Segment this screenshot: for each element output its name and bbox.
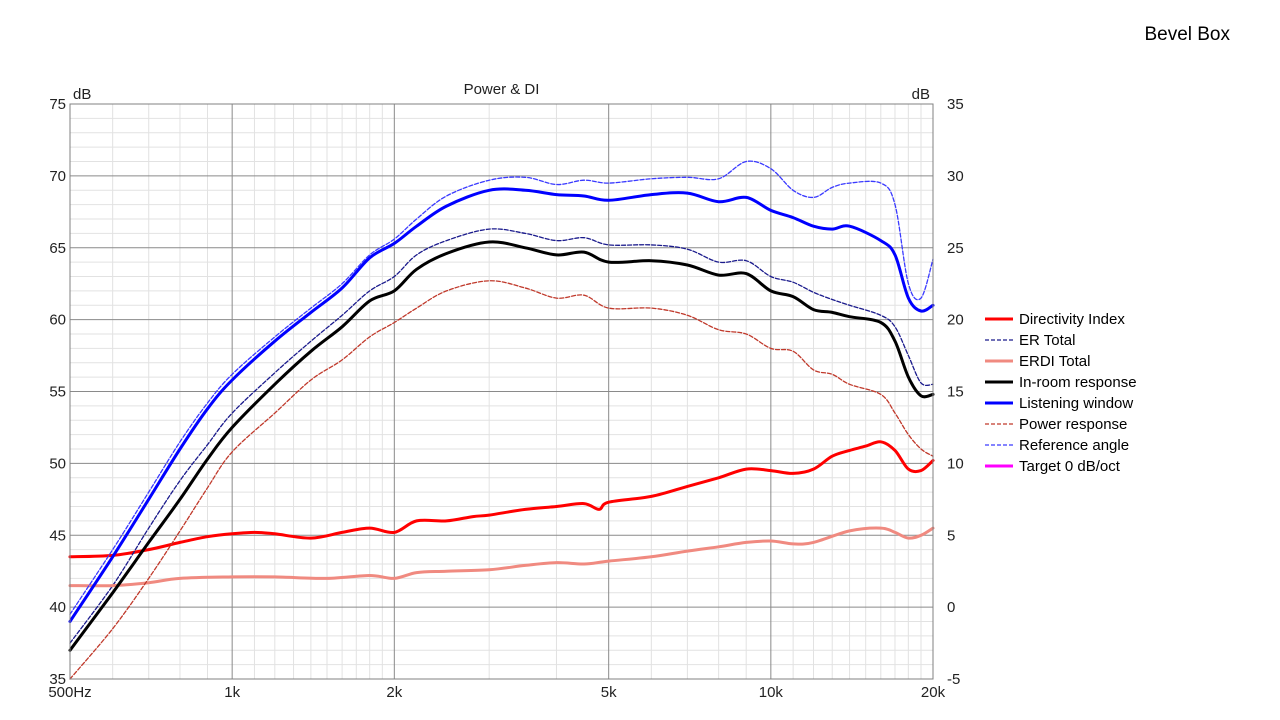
y-tick-label-right: 15 [947,384,964,401]
x-tick-label: 5k [601,684,617,701]
legend-label-reference-angle: Reference angle [1019,437,1129,454]
series-lines [68,160,935,680]
y-tick-label-right: 10 [947,455,964,472]
legend: Directivity Index ER Total ERDI Total In-ro… [985,311,1137,475]
y-tick-label-left: 35 [49,671,66,688]
y-tick-label-right: -5 [947,671,960,688]
legend-label-er-total: ER Total [1019,332,1075,349]
legend-label-directivity-index: Directivity Index [1019,311,1125,328]
x-tick-label: 20k [921,684,946,701]
y-tick-label-right: 0 [947,599,955,616]
grid-major [70,104,933,679]
y-tick-label-left: 75 [49,96,66,113]
series-line-erdi-total [68,526,935,588]
x-tick-label: 1k [224,684,240,701]
series-line-listening-window [68,187,935,623]
legend-label-listening-window: Listening window [1019,395,1133,412]
x-tick-label: 2k [386,684,402,701]
y-tick-label-right: 30 [947,168,964,185]
series-line-power-response [69,280,934,680]
x-tick-label: 500Hz [48,684,91,701]
y-tick-label-right: 35 [947,96,964,113]
y-axis-label-right: dB [912,86,930,103]
y-axis-label-left: dB [73,86,91,103]
y-tick-label-left: 50 [49,455,66,472]
series-line-in-room-response [68,240,935,652]
corner-label: Bevel Box [1144,24,1230,45]
y-tick-label-left: 60 [49,312,66,329]
y-tick-label-right: 25 [947,240,964,257]
chart-title: Power & DI [464,81,540,98]
plot-frame [69,103,934,680]
series-line-reference-angle [69,160,934,615]
legend-label-in-room-response: In-room response [1019,374,1137,391]
y-tick-label-left: 70 [49,168,66,185]
y-tick-label-left: 65 [49,240,66,257]
y-tick-label-left: 40 [49,599,66,616]
y-tick-label-right: 20 [947,312,964,329]
series-line-er-total [69,228,934,644]
legend-label-target-0-db-oct: Target 0 dB/oct [1019,458,1121,475]
legend-label-power-response: Power response [1019,416,1127,433]
legend-label-erdi-total: ERDI Total [1019,353,1090,370]
y-tick-label-right: 5 [947,527,955,544]
y-tick-label-left: 55 [49,384,66,401]
series-line-directivity-index [68,440,935,559]
x-tick-label: 10k [759,684,784,701]
y-tick-label-left: 45 [49,527,66,544]
